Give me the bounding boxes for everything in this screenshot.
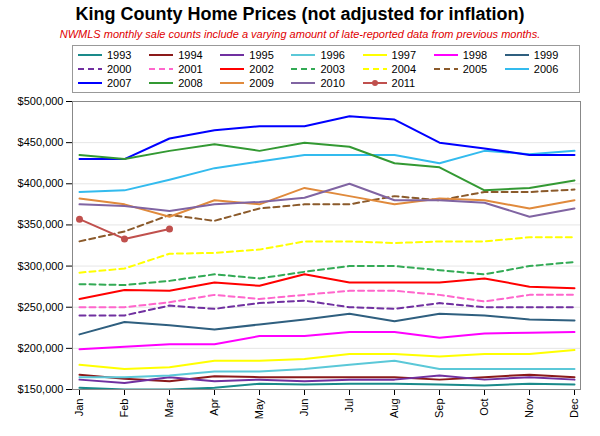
svg-text:Nov: Nov [523, 398, 535, 418]
html-text:1993: 1993 [107, 49, 132, 61]
svg-text:$250,000: $250,000 [18, 301, 64, 313]
html-text:2010: 2010 [320, 77, 345, 89]
html-text:2004: 2004 [391, 63, 416, 75]
html-text:1998: 1998 [462, 49, 488, 61]
svg-text:$450,000: $450,000 [18, 136, 64, 148]
html-text:1999: 1999 [533, 49, 559, 61]
html-text:2008: 2008 [178, 77, 203, 89]
html-text:NWMLS monthly sale counts incl: NWMLS monthly sale counts include a vary… [59, 28, 541, 40]
html-text:2003: 2003 [320, 63, 345, 75]
svg-text:$150,000: $150,000 [18, 383, 64, 395]
html-text:1994: 1994 [178, 49, 203, 61]
svg-text:Feb: Feb [118, 399, 130, 418]
svg-text:Oct: Oct [478, 399, 490, 416]
html-text:2000: 2000 [107, 63, 132, 75]
html-text:2006: 2006 [533, 63, 559, 75]
html-text:1997: 1997 [391, 49, 416, 61]
svg-text:Dec: Dec [568, 398, 580, 418]
svg-text:$200,000: $200,000 [18, 342, 64, 354]
html-text:2007: 2007 [107, 77, 132, 89]
svg-text:Apr: Apr [208, 398, 220, 415]
html-text:1995: 1995 [249, 49, 274, 61]
svg-text:Sep: Sep [433, 399, 445, 419]
html-text:1996: 1996 [320, 49, 345, 61]
svg-text:$350,000: $350,000 [18, 218, 64, 230]
svg-text:Jun: Jun [298, 399, 310, 417]
html-text:2005: 2005 [462, 63, 488, 75]
svg-text:$400,000: $400,000 [18, 177, 64, 189]
html-text:King County Home Prices (not a: King County Home Prices (not adjusted fo… [75, 4, 525, 24]
svg-text:Jan: Jan [73, 399, 85, 417]
html-text:2009: 2009 [249, 77, 274, 89]
svg-text:$500,000: $500,000 [18, 95, 64, 107]
html-text:2001: 2001 [178, 63, 203, 75]
svg-text:Mar: Mar [163, 398, 175, 417]
svg-text:Aug: Aug [388, 399, 400, 419]
html-text:2011: 2011 [391, 77, 416, 89]
svg-text:$300,000: $300,000 [18, 260, 64, 272]
svg-text:May: May [253, 398, 265, 419]
html-text:2002: 2002 [249, 63, 274, 75]
svg-text:Jul: Jul [343, 399, 355, 413]
